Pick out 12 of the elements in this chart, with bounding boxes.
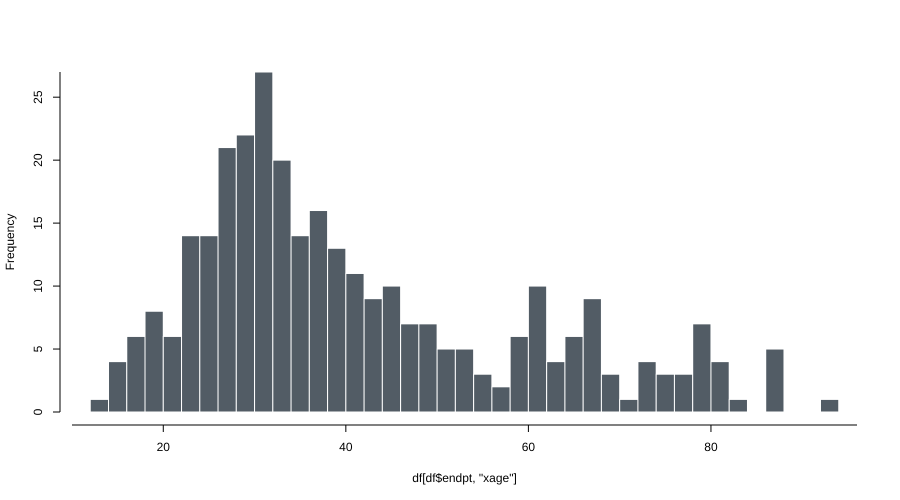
y-tick-label: 25 bbox=[31, 90, 45, 104]
x-tick-label: 20 bbox=[156, 440, 170, 454]
x-axis-title: df[df$endpt, "xage"] bbox=[412, 471, 517, 485]
y-tick-label: 0 bbox=[31, 408, 45, 416]
y-axis-title: Frequency bbox=[3, 214, 17, 270]
x-tick-label: 40 bbox=[339, 440, 353, 454]
y-tick-label: 15 bbox=[31, 216, 45, 230]
y-tick-label: 5 bbox=[31, 345, 45, 352]
y-tick-label: 10 bbox=[31, 279, 45, 293]
y-tick-label: 20 bbox=[31, 153, 45, 167]
x-tick-label: 60 bbox=[522, 440, 536, 454]
x-tick-label: 80 bbox=[704, 440, 718, 454]
